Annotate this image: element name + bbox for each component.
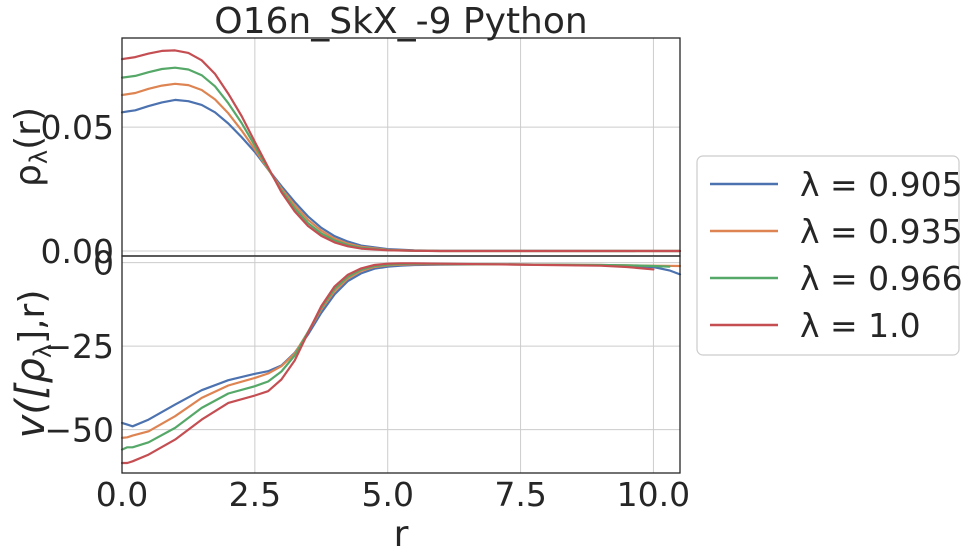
bottom-ylabel-sub: λ xyxy=(29,344,57,358)
top-series-line-0 xyxy=(120,98,682,253)
legend-label: λ = 0.905 xyxy=(800,165,963,204)
bottom-ytick-label: 0 xyxy=(93,244,114,283)
top-ylabel-tail: (r) xyxy=(8,107,49,150)
bottom-xtick-labels: 0.0 2.5 5.0 7.5 10.0 xyxy=(96,475,690,514)
top-series-line-2 xyxy=(120,66,682,253)
xtick-label: 2.5 xyxy=(229,475,281,514)
top-axes-frame xyxy=(121,37,681,257)
top-ytick-label: 0.05 xyxy=(41,108,114,147)
bottom-series-line-2 xyxy=(120,262,671,451)
legend-box xyxy=(696,155,960,356)
top-ylabel-sub: λ xyxy=(25,150,53,164)
bottom-series-line-1 xyxy=(120,263,682,439)
top-series-line-3 xyxy=(120,49,682,253)
top-ylabel: ρλ(r) xyxy=(8,107,53,187)
legend: λ = 0.905 λ = 0.935 λ = 0.966 λ = 1.0 xyxy=(696,155,963,356)
legend-label: λ = 1.0 xyxy=(800,306,921,345)
legend-entries: λ = 0.905 λ = 0.935 λ = 0.966 λ = 1.0 xyxy=(710,165,963,345)
bottom-ytick-label: −50 xyxy=(44,411,114,450)
top-curves xyxy=(120,49,682,253)
chart-title: O16n_SkX_-9 Python xyxy=(214,1,587,42)
xtick-label: 0.0 xyxy=(96,475,148,514)
x-axis-label: r xyxy=(394,514,409,555)
bottom-ylabel: v([ρλ],r) xyxy=(8,290,57,439)
top-panel: 0.00 0.05 ρλ(r) xyxy=(8,37,682,271)
bottom-gridlines xyxy=(122,256,680,473)
xtick-label: 10.0 xyxy=(617,475,690,514)
bottom-curves xyxy=(120,262,682,465)
top-series-line-1 xyxy=(120,82,682,253)
bottom-ytick-labels: 0 −25 −50 xyxy=(44,244,114,450)
xtick-label: 5.0 xyxy=(361,475,413,514)
xtick-label: 7.5 xyxy=(494,475,546,514)
top-ytick-labels: 0.00 0.05 xyxy=(41,108,114,271)
bottom-axes-frame xyxy=(121,255,681,474)
top-ylabel-main: ρ xyxy=(8,164,49,187)
top-ytick-label: 0.00 xyxy=(41,232,114,271)
bottom-panel: 0 −25 −50 0.0 2.5 5.0 7.5 10.0 v([ρλ],r) r xyxy=(8,244,690,555)
bottom-ylabel-main: v([ρ xyxy=(8,358,54,438)
top-gridlines xyxy=(122,38,680,256)
legend-label: λ = 0.966 xyxy=(800,259,963,298)
bottom-series-line-3 xyxy=(120,262,655,465)
bottom-ytick-label: −25 xyxy=(44,327,114,366)
bottom-ylabel-tail: ],r) xyxy=(12,290,53,344)
legend-label: λ = 0.935 xyxy=(800,212,963,251)
bottom-series-line-0 xyxy=(120,263,682,428)
